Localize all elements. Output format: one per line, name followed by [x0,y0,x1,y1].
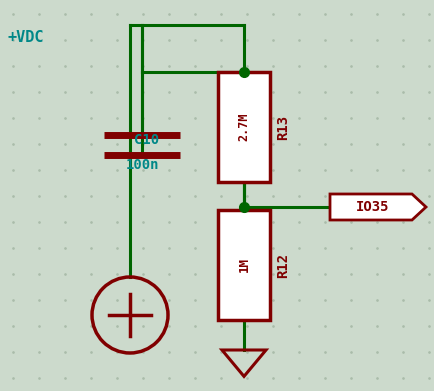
Text: C10: C10 [134,133,159,147]
Text: 100n: 100n [126,158,159,172]
Bar [217,72,270,182]
Text: R13: R13 [275,115,289,140]
Polygon shape [329,194,425,220]
Text: +VDC: +VDC [8,30,44,45]
Bar [217,210,270,320]
Text: 2.7M: 2.7M [237,113,250,141]
Text: 1M: 1M [237,258,250,273]
Text: IO35: IO35 [355,200,389,214]
Text: R12: R12 [275,253,289,278]
